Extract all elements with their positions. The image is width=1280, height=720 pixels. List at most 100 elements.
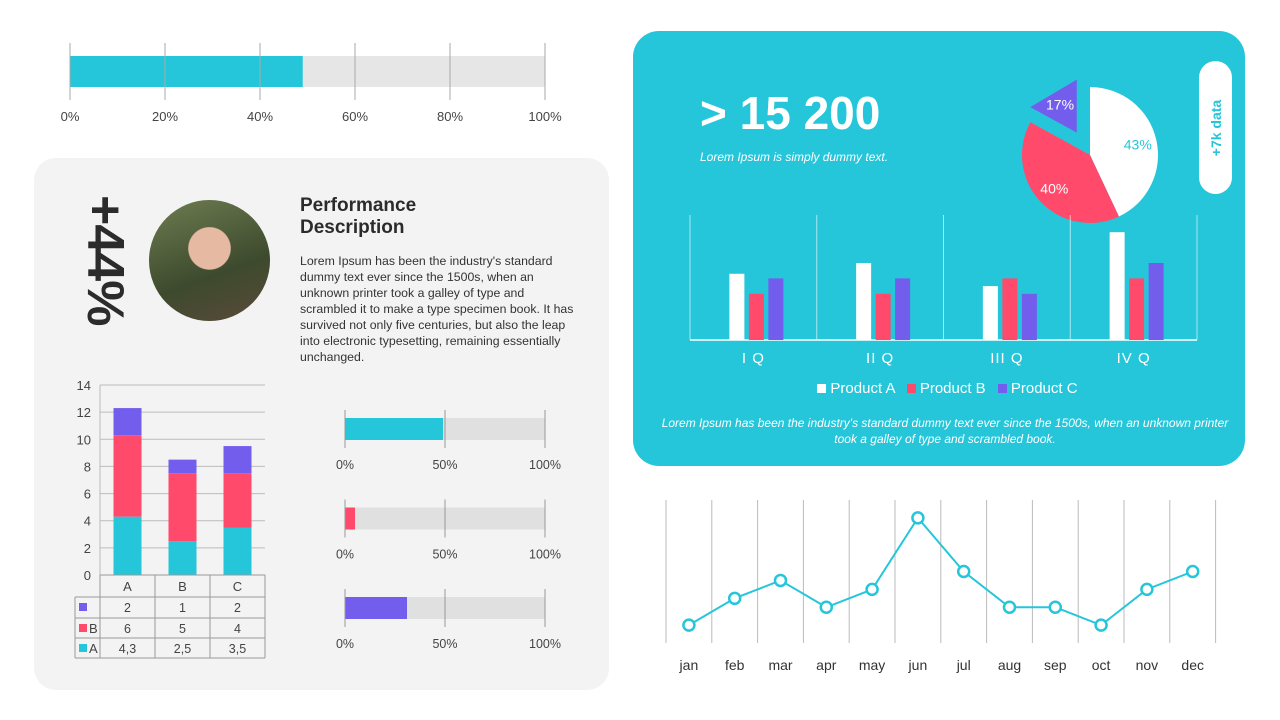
pie-label: 17% <box>1046 96 1074 112</box>
table-cell: 1 <box>179 601 186 615</box>
stacked-bar-segment <box>113 516 142 575</box>
month-label: apr <box>816 657 837 673</box>
pie-slice <box>1090 87 1158 217</box>
stacked-bar-segment <box>168 473 197 542</box>
data-point <box>1002 600 1017 614</box>
table-cell: 6 <box>124 622 131 636</box>
progress-tick-label: 0% <box>336 637 354 651</box>
category-label: A <box>123 579 132 594</box>
quarter-label: III Q <box>990 350 1023 367</box>
bar <box>748 293 764 340</box>
pie-label: 40% <box>1040 181 1068 197</box>
month-label: sep <box>1044 657 1067 673</box>
month-label: oct <box>1092 657 1111 673</box>
category-label: B <box>178 579 187 594</box>
data-point <box>865 582 879 597</box>
data-point <box>819 600 834 614</box>
progress-tick-label: 60% <box>342 109 368 124</box>
data-pill-badge: +7k data <box>1199 61 1232 194</box>
stacked-bar-segment <box>168 459 197 474</box>
growth-percentage: +44% <box>76 195 134 326</box>
table-cell: 5 <box>179 622 186 636</box>
y-tick-label: 14 <box>77 378 91 393</box>
monthly-line-chart: jan feb mar apr may jun jul aug sep oct nov dec <box>665 500 1217 673</box>
data-point <box>1185 564 1200 579</box>
progress-tick-label: 100% <box>529 637 561 651</box>
category-label: C <box>233 579 242 594</box>
series-label: A <box>89 641 98 656</box>
month-label: feb <box>725 657 745 673</box>
quarter-label: II Q <box>866 350 894 367</box>
data-point <box>682 618 696 632</box>
top-progress-bar: 0% 20% 40% 60% 80% 100% <box>61 43 562 124</box>
y-tick-label: 6 <box>84 487 91 502</box>
highlight-subtitle: Lorem Ipsum is simply dummy text. <box>700 150 889 164</box>
progress-tick-label: 100% <box>529 548 561 562</box>
progress-tick-label: 100% <box>529 458 561 472</box>
quarter-label: IV Q <box>1117 350 1151 367</box>
stacked-bar-segment <box>113 408 142 436</box>
progress-tick-label: 0% <box>336 458 354 472</box>
progress-tick-label: 80% <box>437 109 463 124</box>
legend-swatch-c <box>997 384 1007 393</box>
bar <box>1129 278 1145 340</box>
pie-chart: 43% 40% 17% <box>1022 79 1158 223</box>
progress-tick-label: 100% <box>528 109 562 124</box>
progress-fill <box>345 507 355 530</box>
table-cell: 2 <box>124 601 131 615</box>
progress-fill <box>70 56 303 87</box>
data-point <box>773 573 788 588</box>
month-label: jul <box>956 657 971 673</box>
stacked-bar-segment <box>223 527 252 575</box>
progress-tick-label: 40% <box>247 109 273 124</box>
data-point <box>727 591 742 606</box>
line-series <box>688 516 1194 627</box>
y-tick-label: 4 <box>84 514 91 529</box>
month-label: jan <box>679 657 699 673</box>
small-progress-bars: 0% 50% 100% 0% 50% 100% 0% 50% 100% <box>336 410 561 651</box>
bar <box>982 286 998 340</box>
stacked-bar-segment <box>223 446 252 474</box>
legend-swatch-a <box>817 384 827 393</box>
y-tick-label: 10 <box>77 432 91 447</box>
table-cell: 4,3 <box>119 642 136 656</box>
month-label: nov <box>1136 657 1159 673</box>
highlight-number: > 15 200 <box>700 87 881 139</box>
bar <box>875 293 891 340</box>
legend-label-b: Product B <box>919 380 986 397</box>
pie-label: 43% <box>1124 136 1152 152</box>
performance-description: Lorem Ipsum has been the industry's stan… <box>300 254 574 364</box>
pill-label: +7k data <box>1207 99 1224 156</box>
pie-slice <box>1022 122 1119 223</box>
table-cell: 4 <box>234 622 241 636</box>
quarterly-bar-chart: I Q II Q III Q IV Q <box>689 215 1198 367</box>
data-point <box>911 511 925 525</box>
progress-fill <box>345 597 407 619</box>
quarterly-legend: Product A Product B Product C <box>690 380 1197 397</box>
stacked-bar-segment <box>168 541 197 575</box>
data-point <box>1094 618 1108 632</box>
stacked-bar-segment <box>223 473 252 528</box>
highlight-panel <box>633 31 1245 466</box>
legend-swatch-b <box>906 384 916 393</box>
bar <box>1148 263 1164 340</box>
highlight-footer-text: Lorem Ipsum has been the industry's stan… <box>661 416 1229 446</box>
performance-title: Performance Description <box>300 195 417 238</box>
data-point <box>1048 600 1063 614</box>
stacked-bar-segment <box>113 435 142 517</box>
y-tick-label: 0 <box>84 568 91 583</box>
data-point <box>956 564 971 579</box>
legend-label-a: Product A <box>830 380 895 397</box>
data-point <box>1140 582 1154 597</box>
table-cell: 2,5 <box>174 642 191 656</box>
month-label: may <box>859 657 885 673</box>
bar <box>729 273 745 340</box>
table-cell: 2 <box>234 601 241 615</box>
profile-photo <box>149 200 270 321</box>
bar <box>1021 293 1037 340</box>
progress-tick-label: 50% <box>432 458 457 472</box>
progress-fill <box>345 418 443 440</box>
y-tick-label: 8 <box>84 459 91 474</box>
bar <box>856 263 872 340</box>
legend-label-c: Product C <box>1010 380 1078 397</box>
